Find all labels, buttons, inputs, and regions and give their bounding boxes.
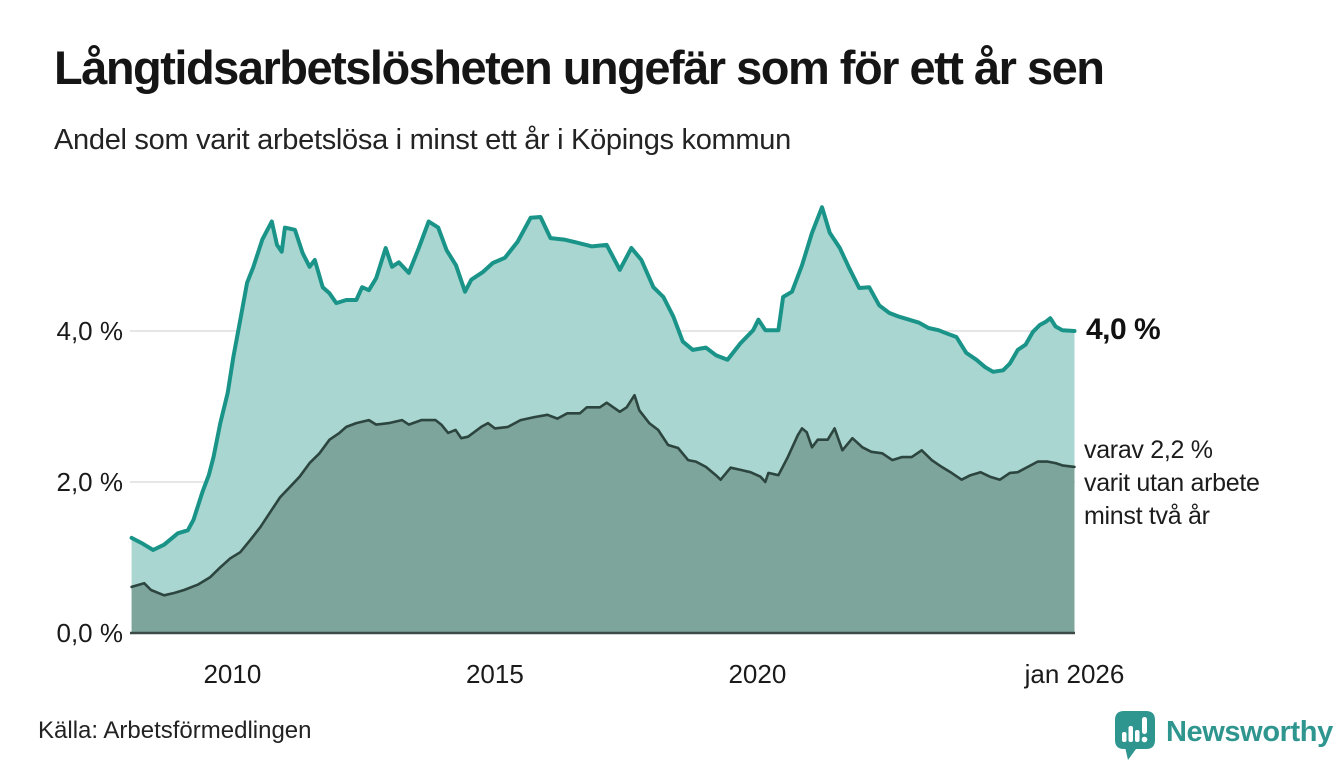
newsworthy-branding: Newsworthy bbox=[1113, 709, 1333, 763]
annotation-line: varit utan arbete bbox=[1084, 469, 1260, 497]
y-tick-label: 2,0 % bbox=[56, 467, 124, 497]
series1-end-value-label: 4,0 % bbox=[1086, 313, 1161, 346]
chart-title: Långtidsarbetslösheten ungefär som för e… bbox=[54, 41, 1105, 94]
x-tick-label: 2010 bbox=[203, 659, 262, 689]
source-credit: Källa: Arbetsförmedlingen bbox=[38, 717, 312, 744]
x-tick-label: 2015 bbox=[465, 659, 524, 689]
series2-end-annotation: varav 2,2 % varit utan arbete minst två … bbox=[1084, 434, 1260, 533]
x-tick-label: 2020 bbox=[728, 659, 787, 689]
annotation-line: minst två år bbox=[1084, 502, 1210, 530]
x-tick-label: jan 2026 bbox=[1024, 659, 1125, 689]
y-tick-label: 0,0 % bbox=[56, 618, 124, 648]
newsworthy-logo-icon bbox=[1115, 711, 1155, 760]
newsworthy-wordmark: Newsworthy bbox=[1166, 716, 1333, 748]
chart-subtitle: Andel som varit arbetslösa i minst ett å… bbox=[54, 124, 791, 156]
y-tick-label: 4,0 % bbox=[56, 316, 124, 346]
annotation-line: varav 2,2 % bbox=[1084, 436, 1213, 464]
chart-series-areas bbox=[129, 205, 1077, 633]
